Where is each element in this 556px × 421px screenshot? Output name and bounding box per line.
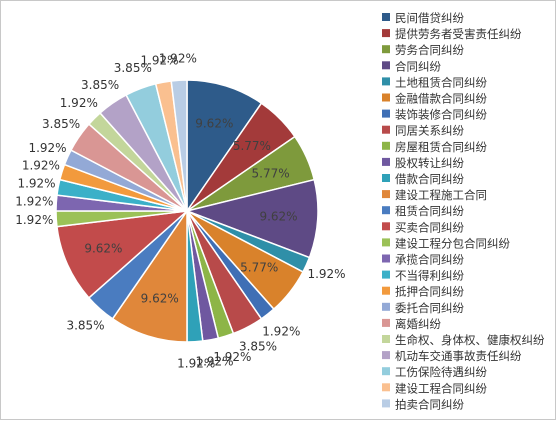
pie-slice [184,178,319,259]
slice-label: 1.92% [28,141,66,155]
legend-swatch [382,367,390,376]
legend-label: 房屋租赁合同纠纷 [395,140,487,154]
legend-label: 拍卖合同纠纷 [395,397,464,411]
legend-swatch [382,222,390,231]
legend-label: 金融借款合同纠纷 [395,92,487,106]
legend-label: 机动车交通事故责任纠纷 [395,349,522,363]
slice-label: 3.85% [66,319,104,333]
slice-label: 3.85% [114,61,152,75]
legend-swatch [382,206,390,215]
legend-label: 承揽合同纠纷 [395,253,464,267]
slice-label: 1.92% [22,159,60,173]
legend-label: 提供劳务者受害责任纠纷 [395,27,522,41]
legend-swatch [382,190,390,199]
legend-swatch [382,270,390,279]
legend-swatch [382,141,390,150]
legend-swatch [382,399,390,408]
slice-label: 1.92% [213,350,251,364]
legend-swatch [382,174,390,182]
legend-label: 同居关系纠纷 [395,124,464,138]
slice-label: 1.92% [15,213,53,227]
slice-label: 9.62% [84,242,122,256]
legend-swatch [382,286,390,295]
slice-label: 3.85% [239,340,277,354]
legend-swatch [382,13,390,21]
legend-swatch [382,125,390,134]
legend-label: 离婚纠纷 [395,317,441,331]
slice-label: 3.85% [81,78,119,92]
legend-swatch [382,254,390,263]
pie-slice [111,208,188,343]
legend-label: 工伤保险待遇纠纷 [395,365,487,379]
slice-label: 1.92% [307,267,345,281]
legend-swatch [382,109,390,118]
legend-label: 建设工程分包合同纠纷 [395,236,510,250]
slice-label: 1.92% [17,176,55,190]
slice-label: 1.92% [195,355,233,369]
legend-label: 民间借贷纠纷 [395,11,464,25]
slice-label: 1.92% [60,96,98,110]
pie-slice [56,209,190,299]
legend-swatch [382,302,390,311]
slice-label: 9.62% [195,117,233,131]
legend-label: 股权转让纠纷 [395,156,464,170]
legend-swatch [382,61,390,70]
slice-label: 9.62% [141,292,179,306]
slice-label: 5.77% [252,166,290,180]
legend-label: 委托合同纠纷 [395,301,464,315]
legend-label: 装饰装修合同纠纷 [395,108,487,122]
slice-label: 3.85% [42,117,80,131]
pie-slice [170,79,188,212]
legend: 民间借贷纠纷提供劳务者受害责任纠纷劳务合同纠纷合同纠纷土地租赁合同纠纷金融借款合… [382,11,545,411]
slice-label: 5.77% [233,139,271,153]
legend-label: 买卖合同纠纷 [395,220,464,234]
legend-label: 合同纠纷 [395,59,441,73]
legend-label: 土地租赁合同纠纷 [395,75,487,89]
legend-swatch [382,77,390,86]
slice-label: 1.92% [159,51,197,65]
legend-swatch [382,93,390,102]
legend-swatch [382,383,390,392]
legend-swatch [382,318,390,327]
legend-swatch [382,351,390,360]
slice-label: 9.62% [259,210,297,224]
legend-label: 劳务合同纠纷 [395,43,464,57]
slice-label: 1.92% [15,195,53,209]
slice-label: 1.92% [177,357,215,371]
legend-label: 借款合同纠纷 [395,172,464,186]
legend-label: 建设工程施工合同 [395,188,487,202]
legend-label: 建设工程合同纠纷 [395,381,487,395]
legend-label: 生命权、身体权、健康权纠纷 [395,333,545,347]
legend-swatch [382,45,390,54]
data-labels: 9.62%5.77%5.77%9.62%1.92%5.77%1.92%3.85%… [15,51,345,370]
legend-swatch [382,29,390,38]
legend-label: 抵押合同纠纷 [395,285,464,299]
legend-swatch [382,335,390,343]
legend-label: 租赁合同纠纷 [395,204,464,218]
pie-slice [186,79,263,214]
legend-label: 不当得利纠纷 [395,269,464,283]
slice-label: 1.92% [140,54,178,68]
legend-swatch [382,238,390,247]
legend-swatch [382,157,390,166]
pie-slices [55,79,319,343]
slice-label: 5.77% [240,261,278,275]
slice-label: 1.92% [262,325,300,339]
